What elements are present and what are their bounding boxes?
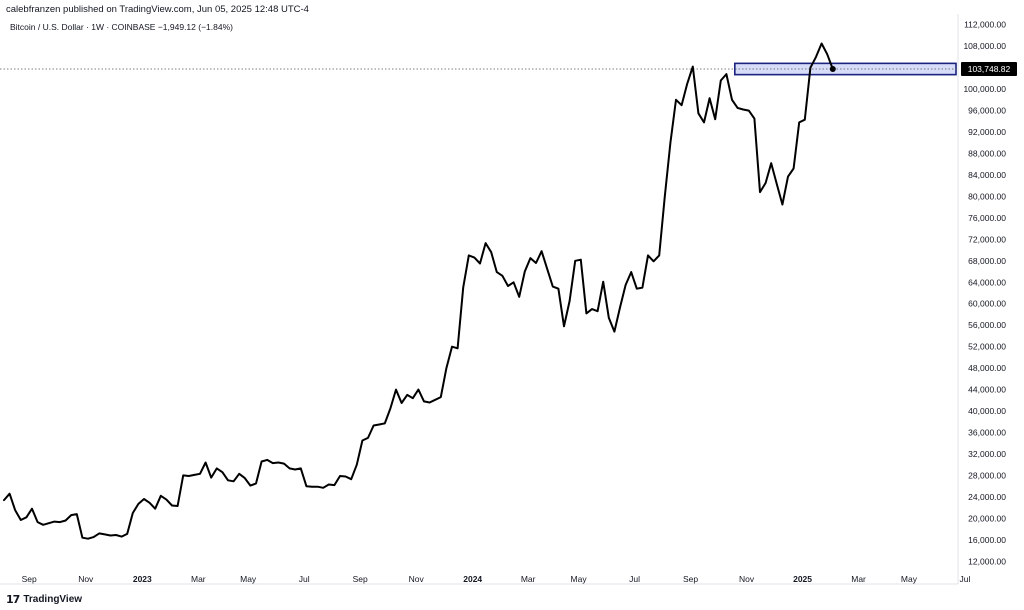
y-tick-label: 92,000.00 <box>968 127 1006 137</box>
y-tick-label: 68,000.00 <box>968 256 1006 266</box>
tradingview-wordmark: TradingView <box>23 594 83 605</box>
x-tick-label: Sep <box>353 574 368 584</box>
y-tick-label: 64,000.00 <box>968 277 1006 287</box>
x-tick-label: May <box>571 574 588 584</box>
x-tick-label: May <box>240 574 257 584</box>
x-tick-label: Mar <box>521 574 536 584</box>
y-tick-label: 72,000.00 <box>968 234 1006 244</box>
y-tick-label: 44,000.00 <box>968 385 1006 395</box>
y-tick-label: 88,000.00 <box>968 149 1006 159</box>
y-tick-label: 84,000.00 <box>968 170 1006 180</box>
tradingview-icon: 17 <box>6 593 20 606</box>
y-tick-label: 40,000.00 <box>968 406 1006 416</box>
x-tick-label: May <box>901 574 918 584</box>
y-tick-label: 28,000.00 <box>968 470 1006 480</box>
y-tick-label: 80,000.00 <box>968 191 1006 201</box>
x-tick-label: 2024 <box>463 574 482 584</box>
last-price-tag-label: 103,748.82 <box>968 64 1011 74</box>
y-tick-label: 112,000.00 <box>964 20 1006 30</box>
x-tick-label: 2023 <box>133 574 152 584</box>
y-tick-label: 12,000.00 <box>968 556 1006 566</box>
y-tick-label: 60,000.00 <box>968 299 1006 309</box>
y-tick-label: 32,000.00 <box>968 449 1006 459</box>
price-series-line <box>3 42 834 540</box>
y-tick-label: 52,000.00 <box>968 342 1006 352</box>
last-price-dot <box>829 66 836 73</box>
y-axis: 12,000.00 16,000.00 20,000.00 24,000.00 28,0… <box>957 14 1017 584</box>
y-tick-label: 24,000.00 <box>968 492 1006 502</box>
x-tick-label: Jul <box>629 574 640 584</box>
y-tick-label: 96,000.00 <box>968 106 1006 116</box>
last-price-tag <box>961 62 1017 77</box>
tradingview-logo[interactable]: 17 TradingView <box>6 593 82 606</box>
symbol-legend: Bitcoin / U.S. Dollar · 1W · COINBASE −1… <box>10 22 233 32</box>
x-axis: Sep Nov 2023 Mar May Jul Sep Nov 2024 Mar May Jul Se… <box>0 574 971 585</box>
y-tick-label: 108,000.00 <box>963 41 1006 51</box>
x-tick-label: Mar <box>191 574 206 584</box>
x-tick-label: 2025 <box>793 574 812 584</box>
x-tick-label: Jul <box>960 574 971 584</box>
x-tick-label: Mar <box>851 574 866 584</box>
x-tick-label: Nov <box>739 574 755 584</box>
y-tick-label: 20,000.00 <box>968 513 1006 523</box>
y-tick-label: 76,000.00 <box>968 213 1006 223</box>
publisher-caption: calebfranzen published on TradingView.co… <box>6 4 309 15</box>
y-tick-label: 36,000.00 <box>968 428 1006 438</box>
x-tick-label: Jul <box>299 574 310 584</box>
y-tick-label: 100,000.00 <box>963 84 1006 94</box>
x-tick-label: Sep <box>22 574 37 584</box>
y-tick-label: 56,000.00 <box>968 320 1006 330</box>
x-tick-label: Nov <box>78 574 94 584</box>
y-tick-label: 16,000.00 <box>968 535 1006 545</box>
y-tick-label: 48,000.00 <box>968 363 1006 373</box>
x-tick-label: Sep <box>683 574 698 584</box>
x-tick-label: Nov <box>409 574 425 584</box>
